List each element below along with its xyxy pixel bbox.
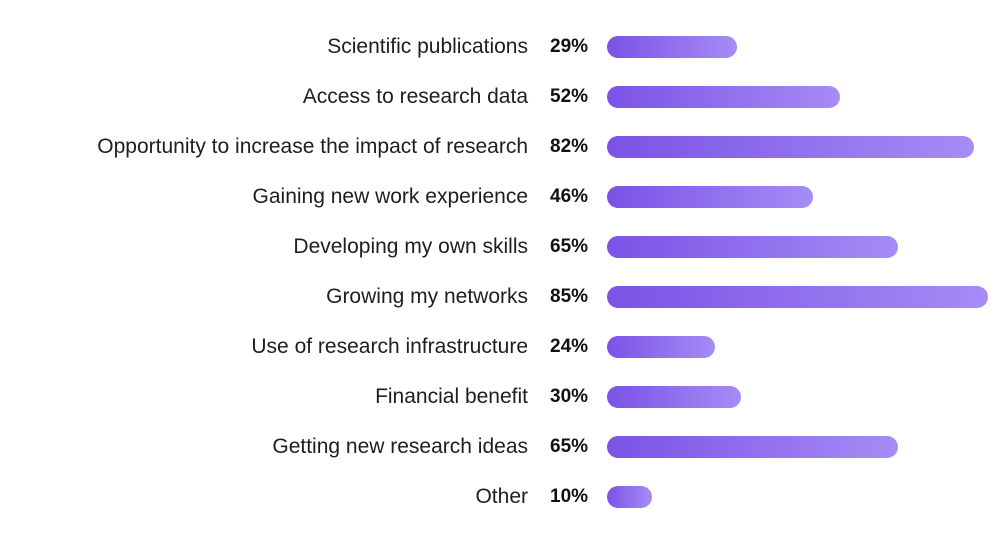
category-label: Access to research data [302,85,528,108]
category-label: Use of research infrastructure [251,335,528,358]
bar [607,236,898,258]
bar-row: Scientific publications 29% [0,32,1000,62]
category-label: Financial benefit [375,385,528,408]
category-label: Other [475,485,528,508]
value-label: 65% [550,236,589,257]
bar-row: Getting new research ideas 65% [0,432,1000,462]
bar-row: Growing my networks 85% [0,282,1000,312]
value-label: 52% [550,86,589,107]
category-label: Opportunity to increase the impact of re… [97,135,528,158]
value-label: 85% [550,286,589,307]
bar [607,86,840,108]
bar [607,486,652,508]
category-label: Gaining new work experience [252,185,528,208]
category-label: Scientific publications [327,35,528,58]
category-label: Growing my networks [326,285,528,308]
bar [607,286,988,308]
bar [607,436,898,458]
bar [607,136,974,158]
category-label: Getting new research ideas [272,435,528,458]
bar [607,336,715,358]
bar-row: Use of research infrastructure 24% [0,332,1000,362]
value-label: 30% [550,386,589,407]
value-label: 29% [550,36,589,57]
value-label: 65% [550,436,589,457]
bar [607,386,741,408]
bar-row: Other 10% [0,482,1000,512]
bar-row: Opportunity to increase the impact of re… [0,132,1000,162]
bar-row: Gaining new work experience 46% [0,182,1000,212]
bar-row: Access to research data 52% [0,82,1000,112]
bar [607,186,813,208]
category-label: Developing my own skills [293,235,528,258]
value-label: 82% [550,136,589,157]
value-label: 24% [550,336,589,357]
value-label: 10% [550,486,589,507]
bar-row: Developing my own skills 65% [0,232,1000,262]
bar [607,36,737,58]
value-label: 46% [550,186,589,207]
bar-row: Financial benefit 30% [0,382,1000,412]
